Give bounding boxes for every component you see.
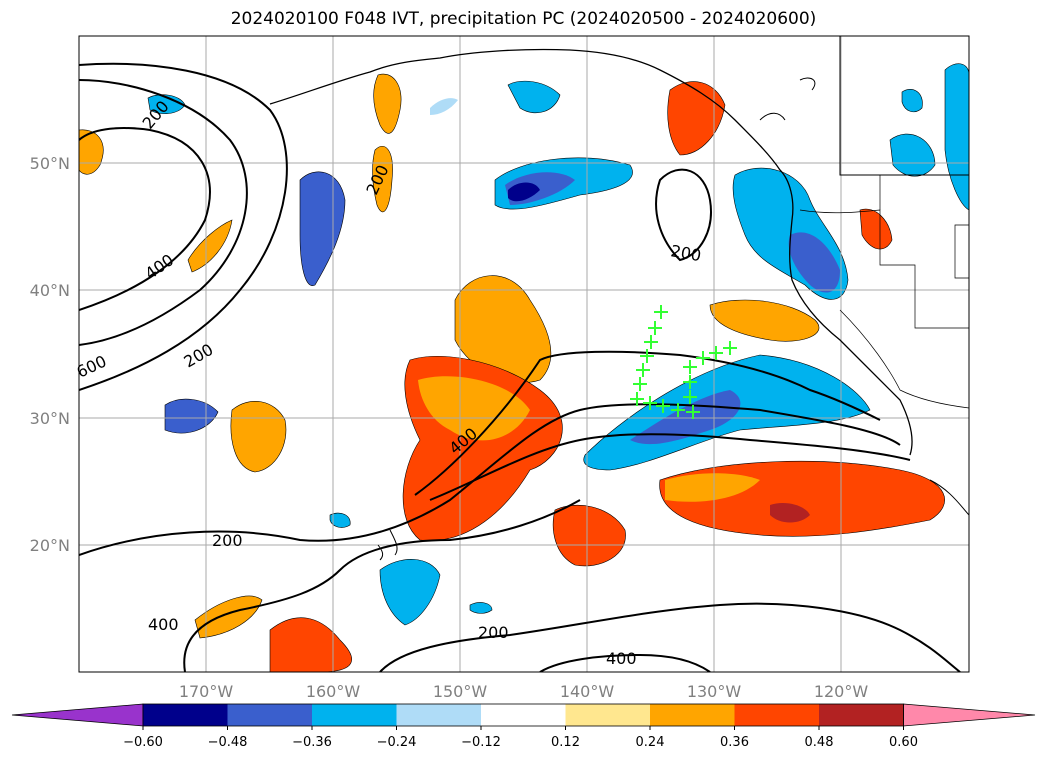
lon-label: 170°W: [179, 682, 234, 701]
colorbar-tick-label: 0.48: [805, 735, 834, 750]
precip-positive-region: [187, 219, 233, 273]
precip-positive-region: [194, 595, 263, 639]
lat-label: 30°N: [30, 409, 70, 428]
lat-label: 40°N: [30, 281, 70, 300]
colorbar-segment: [312, 704, 397, 726]
plus-marker: [640, 349, 654, 363]
colorbar-tick-label: 0.12: [551, 735, 580, 750]
plus-marker: [683, 390, 697, 404]
precip-positive-region: [665, 473, 760, 502]
plus-marker: [709, 346, 723, 360]
colorbar-segment: [819, 704, 904, 726]
plus-marker: [683, 360, 697, 374]
colorbar-tick-label: −0.12: [461, 735, 501, 750]
ivt-contour-label: 200: [212, 531, 243, 550]
plus-marker: [630, 392, 644, 406]
ivt-contour-label: 400: [148, 615, 179, 634]
colorbar-segment: [650, 704, 735, 726]
colorbar-tick-label: 0.24: [636, 735, 665, 750]
plus-marker: [633, 377, 647, 391]
precip-positive-region: [709, 299, 820, 342]
precip-negative-region: [469, 602, 493, 614]
precip-negative-region: [889, 133, 936, 177]
precip-negative-region: [299, 171, 346, 286]
precip-positive-region: [373, 73, 402, 134]
colorbar-tick-label: −0.36: [292, 735, 332, 750]
plus-marker: [644, 335, 658, 349]
precip-positive-region: [230, 401, 287, 473]
map-title: 2024020100 F048 IVT, precipitation PC (2…: [230, 9, 817, 29]
colorbar-segment: [227, 704, 313, 726]
lon-label: 140°W: [560, 682, 615, 701]
colorbar-tick-label: −0.48: [208, 735, 248, 750]
precip-negative-region: [788, 232, 840, 293]
colorbar-extend-min: [11, 703, 144, 727]
precip-negative-region: [507, 80, 561, 114]
colorbar-segment: [734, 704, 820, 726]
member-markers: [630, 305, 737, 419]
lon-label: 150°W: [433, 682, 488, 701]
lon-label: 130°W: [687, 682, 742, 701]
precip-negative-region: [430, 98, 458, 115]
precip-negative-region: [508, 182, 540, 202]
precip-negative-region: [164, 398, 219, 434]
plus-marker: [643, 396, 657, 410]
colorbar-tick-label: −0.24: [377, 735, 417, 750]
colorbar-frame: [142, 703, 904, 727]
lat-label: 20°N: [30, 536, 70, 555]
lon-label: 120°W: [814, 682, 869, 701]
colorbar-tick-label: 0.60: [889, 735, 918, 750]
precip-negative-region: [901, 88, 923, 113]
colorbar-segment: [565, 704, 651, 726]
precip-negative-region: [630, 390, 741, 445]
lat-label: 50°N: [30, 154, 70, 173]
precip-negative-region: [379, 559, 441, 626]
plus-marker: [723, 341, 737, 355]
plus-marker: [686, 405, 700, 419]
map-frame: [78, 35, 970, 673]
colorbar-tick-label: 0.36: [720, 735, 749, 750]
coastlines: [269, 36, 969, 561]
colorbar-segment: [481, 704, 566, 726]
longitude-labels: 170°W 160°W 150°W 140°W 130°W 120°W: [179, 682, 869, 701]
plus-marker: [636, 363, 650, 377]
latitude-labels: 50°N 40°N 30°N 20°N: [30, 154, 70, 555]
plus-marker: [696, 351, 710, 365]
ivt-contours: [79, 62, 961, 672]
precip-negative-region: [329, 512, 351, 528]
ivt-contour-label: 400: [606, 649, 637, 668]
colorbar-extend-max: [903, 703, 1036, 727]
precip-positive-region: [770, 503, 810, 523]
colorbar: −0.60 −0.48 −0.36 −0.24 −0.12 0.12 0.24 0.36 0.4…: [11, 703, 1036, 750]
lon-label: 160°W: [306, 682, 361, 701]
precip-positive-region: [418, 376, 530, 441]
precip-positive-region: [552, 504, 626, 567]
colorbar-segment: [396, 704, 482, 726]
colorbar-tick-label: −0.60: [123, 735, 163, 750]
plus-marker: [656, 399, 670, 413]
plus-marker: [671, 403, 685, 417]
ivt-contour-label: 200: [478, 623, 509, 642]
plus-marker: [648, 321, 662, 335]
plus-marker: [654, 305, 668, 319]
plus-marker: [683, 375, 697, 389]
precip-positive-region: [269, 617, 352, 672]
colorbar-segment: [143, 704, 228, 726]
